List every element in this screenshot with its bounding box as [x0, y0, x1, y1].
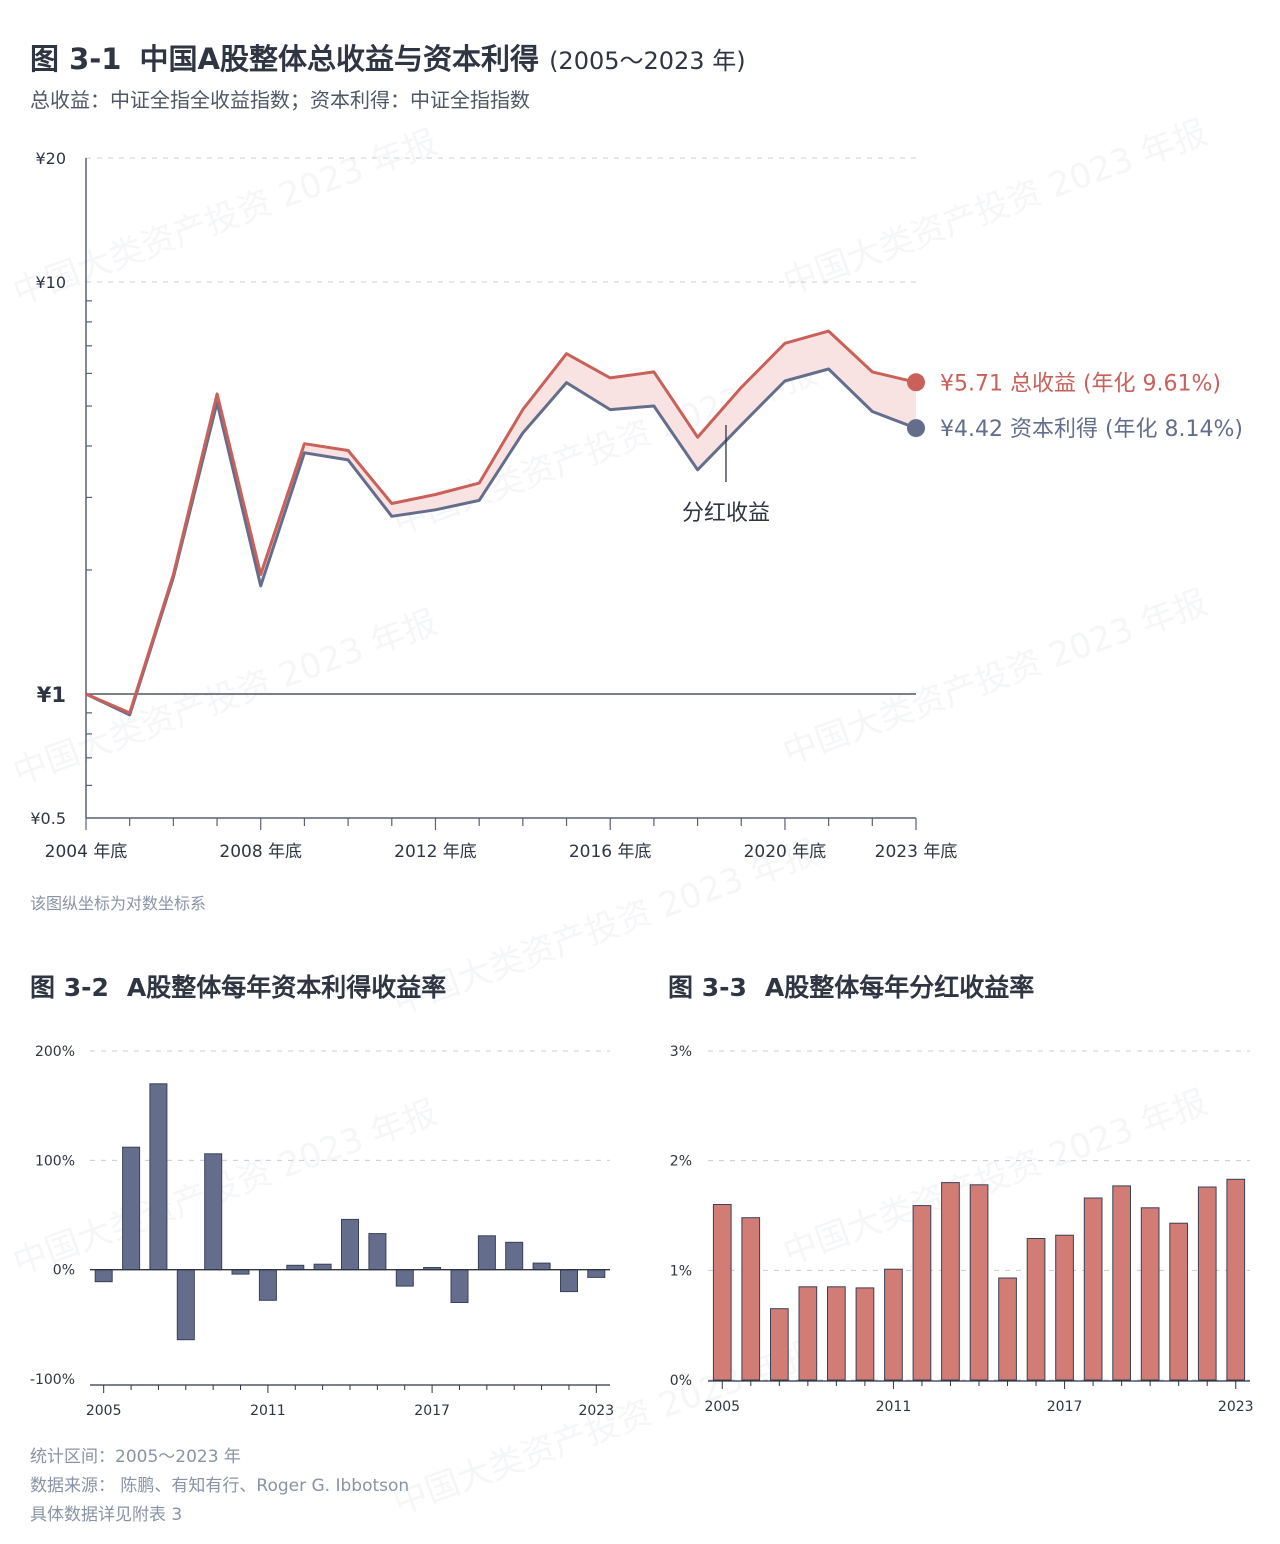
dividend-area: [86, 331, 916, 715]
bar: [1112, 1185, 1132, 1381]
bar: [912, 1205, 932, 1381]
bar: [94, 1269, 113, 1283]
bar: [998, 1277, 1017, 1381]
fig3-title-text: A股整体每年分红收益率: [764, 973, 1035, 1002]
fig1-title: 图 3-1 中国A股整体总收益与资本利得 (2005～2023 年): [30, 36, 746, 78]
bar: [395, 1269, 414, 1287]
bar: [149, 1083, 168, 1271]
bar: [122, 1146, 141, 1271]
bar: [1026, 1238, 1046, 1381]
capital-gain-bar-chart: 200% 100% 0% -100% 2005 2011 2017 2023: [30, 1044, 614, 1419]
dividend-bar-chart: 3% 2% 1% 0% 2005 2011 2017 2023: [670, 1044, 1254, 1415]
chart1-gridlines: [86, 157, 916, 283]
capital-gain-label: ¥4.42 资本利得 (年化 8.14%): [940, 417, 1243, 442]
y-tick-label: 0%: [670, 1373, 692, 1389]
bar: [313, 1263, 332, 1271]
total-return-end-point: [907, 373, 925, 392]
bar: [712, 1204, 732, 1381]
x-tick-label: 2023 年底: [875, 842, 958, 862]
bar: [1055, 1234, 1074, 1381]
y-tick-label: 2%: [670, 1154, 692, 1170]
bar: [341, 1218, 359, 1271]
fig2-title-text: A股整体每年资本利得收益率: [126, 973, 447, 1002]
bar: [1226, 1178, 1246, 1381]
bar: [258, 1269, 277, 1301]
bar: [176, 1269, 195, 1341]
x-tick-label: 2017: [1047, 1399, 1083, 1415]
x-tick-label: 2011: [250, 1403, 286, 1419]
bar: [477, 1235, 496, 1271]
bar: [231, 1269, 250, 1275]
x-tick-label: 2016 年底: [569, 842, 652, 862]
bar: [741, 1217, 761, 1381]
bar: [798, 1286, 818, 1381]
y-tick-label: 200%: [35, 1044, 75, 1060]
x-tick-label: 2020 年底: [744, 842, 827, 862]
bar: [532, 1262, 551, 1271]
line-chart: ¥0.5 ¥1 ¥10 ¥20 2004 年底 2008 年底 2012 年底 2016 年底…: [30, 149, 1243, 862]
footer: 统计区间：2005～2023 年 数据来源： 陈鹏、有知有行、Roger G. …: [30, 1443, 409, 1530]
bar: [969, 1184, 989, 1381]
footer-appendix: 具体数据详见附表 3: [30, 1505, 183, 1525]
fig2-number: 图 3-2: [30, 973, 109, 1002]
y-tick-label: ¥10: [35, 273, 66, 292]
dividend-annotation: 分红收益: [682, 501, 770, 526]
x-tick-label: 2004 年底: [45, 842, 128, 862]
y-tick-label: 0%: [53, 1263, 75, 1279]
y-tick-label: ¥1: [37, 683, 66, 707]
bar: [1169, 1222, 1189, 1381]
capital-gain-line: [85, 367, 917, 717]
bar: [560, 1269, 578, 1293]
fig1-number: 图 3-1: [30, 42, 122, 76]
y-tick-label: 1%: [670, 1263, 692, 1279]
bar: [1083, 1197, 1103, 1381]
y-tick-label: 3%: [670, 1044, 692, 1060]
fig3-title: 图 3-3 A股整体每年分红收益率: [668, 968, 1034, 1004]
bar: [770, 1308, 789, 1381]
bar: [587, 1269, 606, 1278]
fig2-title: 图 3-2 A股整体每年资本利得收益率: [30, 968, 446, 1004]
bar: [1197, 1186, 1217, 1381]
x-tick-label: 2012 年底: [394, 842, 477, 862]
footer-source: 数据来源： 陈鹏、有知有行、Roger G. Ibbotson: [30, 1476, 410, 1496]
total-return-line: [85, 329, 917, 715]
bar: [505, 1241, 524, 1271]
x-tick-label: 2017: [414, 1403, 450, 1419]
y-tick-label: 100%: [35, 1153, 75, 1169]
bar: [941, 1182, 960, 1381]
chart1-axes: ¥0.5 ¥1 ¥10 ¥20 2004 年底 2008 年底 2012 年底 2016 年底…: [30, 149, 957, 862]
x-tick-label: 2011: [876, 1399, 912, 1415]
bar: [884, 1268, 903, 1381]
fig3-number: 图 3-3: [668, 973, 747, 1002]
x-tick-label: 2023: [1218, 1399, 1254, 1415]
x-tick-label: 2008 年底: [219, 842, 302, 862]
y-tick-label: ¥0.5: [30, 809, 66, 828]
fig1-note: 该图纵坐标为对数坐标系: [30, 894, 207, 913]
y-tick-label: ¥20: [35, 149, 66, 168]
x-tick-label: 2005: [704, 1399, 740, 1415]
fig1-subtitle: 总收益：中证全指全收益指数；资本利得：中证全指指数: [30, 88, 530, 112]
x-tick-label: 2023: [578, 1403, 614, 1419]
total-return-label: ¥5.71 总收益 (年化 9.61%): [940, 371, 1221, 396]
bar: [450, 1269, 469, 1303]
bar: [368, 1233, 387, 1271]
bar: [855, 1287, 875, 1381]
fig1-range: (2005～2023 年): [549, 47, 746, 75]
capital-gain-end-point: [907, 419, 925, 438]
bar: [1140, 1207, 1160, 1381]
footer-period: 统计区间：2005～2023 年: [30, 1447, 241, 1467]
x-tick-label: 2005: [86, 1403, 122, 1419]
fig1-title-text: 中国A股整体总收益与资本利得: [139, 42, 539, 76]
bar: [204, 1153, 223, 1271]
bar: [827, 1286, 846, 1381]
y-tick-label: -100%: [30, 1372, 75, 1388]
